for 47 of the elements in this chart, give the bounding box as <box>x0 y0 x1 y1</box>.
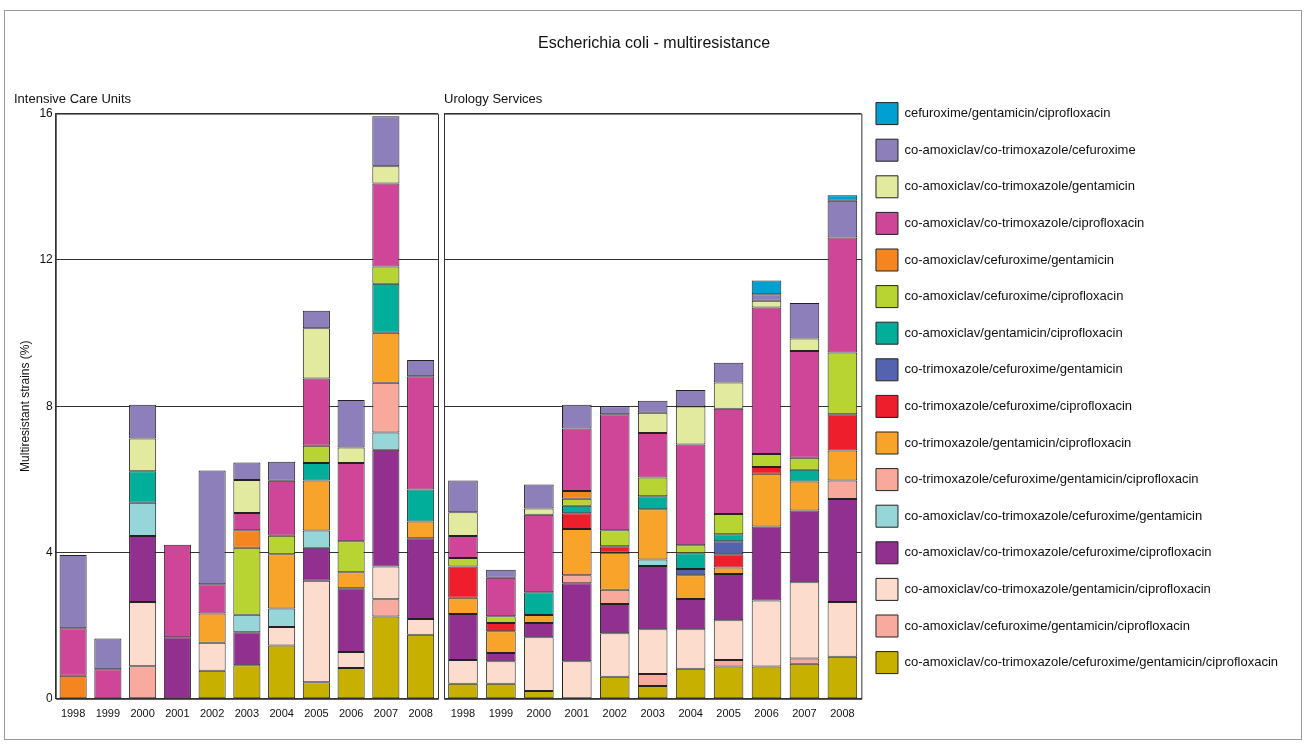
x-tick-label: 2001 <box>564 707 590 720</box>
x-tick-label: 2004 <box>269 707 294 720</box>
x-tick-label: 1998 <box>60 707 86 720</box>
legend-label: co-trimoxazole/cefuroxime/ciprofloxacin <box>904 397 1133 413</box>
chart-title: Escherichia coli - multiresistance <box>536 34 772 52</box>
y-tick-label: 4 <box>46 544 54 559</box>
legend-label: co-trimoxazole/gentamicin/ciprofloxacin <box>904 434 1132 450</box>
chart-subtitle: Intensive Care Units <box>14 91 132 107</box>
x-tick-label: 1999 <box>95 707 121 720</box>
legend-label: co-amoxiclav/co-trimoxazole/gentamicin/ciprofloxacin <box>904 580 1211 596</box>
x-tick-label: 2003 <box>234 707 260 720</box>
x-tick-label: 2002 <box>199 707 225 720</box>
legend-label: co-trimoxazole/cefuroxime/gentamicin <box>904 361 1123 377</box>
legend-label: co-amoxiclav/co-trimoxazole/cefuroxime <box>904 141 1136 157</box>
x-tick-label: 2008 <box>830 707 855 720</box>
y-axis-title: Multiresistant strains (%) <box>17 340 32 472</box>
x-tick-label: 2006 <box>754 707 779 720</box>
y-tick-label: 16 <box>39 105 54 120</box>
legend-label: co-amoxiclav/co-trimoxazole/cefuroxime/gentamicin <box>904 507 1203 523</box>
y-tick-label: 0 <box>46 691 54 706</box>
x-tick-label: 1998 <box>450 707 476 720</box>
x-tick-label: 2003 <box>640 707 665 720</box>
legend-label: co-amoxiclav/co-trimoxazole/cefuroxime/ciprofloxacin <box>904 544 1212 560</box>
x-tick-label: 2007 <box>792 707 817 720</box>
x-tick-label: 2000 <box>130 707 155 720</box>
chart-subtitle: Urology Services <box>444 91 543 107</box>
legend-label: cefuroxime/gentamicin/ciprofloxacin <box>904 105 1111 121</box>
legend-label: co-amoxiclav/cefuroxime/gentamicin/ciprofloxacin <box>904 617 1190 633</box>
legend-label: co-amoxiclav/gentamicin/ciprofloxacin <box>904 324 1123 340</box>
legend-label: co-amoxiclav/co-trimoxazole/ciprofloxacin <box>904 214 1145 230</box>
legend-label: co-amoxiclav/cefuroxime/gentamicin <box>904 251 1114 267</box>
x-tick-label: 2001 <box>165 707 190 720</box>
x-tick-label: 2008 <box>408 707 433 720</box>
legend-label: co-amoxiclav/co-trimoxazole/gentamicin <box>904 178 1135 194</box>
x-tick-label: 1999 <box>488 707 514 720</box>
y-tick-label: 12 <box>39 252 54 267</box>
legend-label: co-amoxiclav/co-trimoxazole/cefuroxime/gentamicin/ciprofloxacin <box>904 654 1278 670</box>
x-tick-label: 2006 <box>338 707 364 720</box>
x-tick-label: 2005 <box>304 707 329 720</box>
x-tick-label: 2005 <box>716 707 741 720</box>
legend-label: co-amoxiclav/cefuroxime/ciprofloxacin <box>904 288 1124 304</box>
x-tick-label: 2000 <box>526 707 552 720</box>
y-tick-label: 8 <box>46 398 54 413</box>
legend-label: co-trimoxazole/cefuroxime/gentamicin/ciprofloxacin <box>904 471 1199 487</box>
x-tick-label: 2007 <box>373 707 399 720</box>
x-tick-label: 2002 <box>602 707 627 720</box>
x-tick-label: 2004 <box>678 707 703 720</box>
